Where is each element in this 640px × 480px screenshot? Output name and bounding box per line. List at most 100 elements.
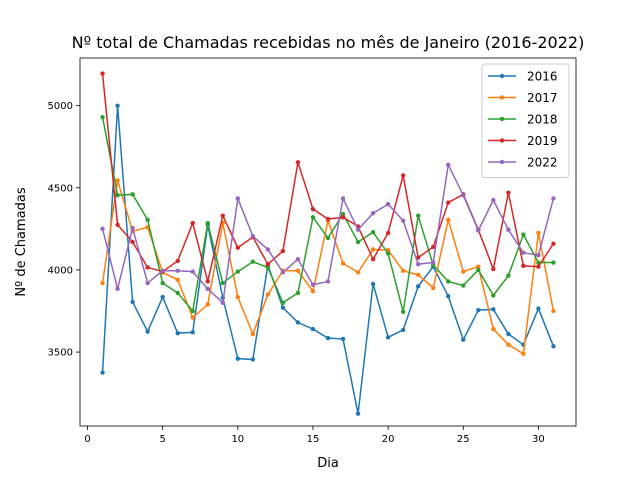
data-point — [115, 178, 120, 183]
legend-item-2016: 2016 — [488, 70, 558, 84]
data-point — [310, 215, 316, 220]
plot-area — [79, 57, 577, 427]
data-point — [205, 279, 210, 284]
data-point — [130, 299, 135, 305]
data-point — [115, 286, 120, 292]
data-point — [536, 230, 541, 236]
data-point — [536, 252, 541, 258]
data-point — [145, 280, 150, 286]
data-point — [310, 326, 316, 332]
data-point — [506, 331, 511, 337]
y-axis-label: Nº de Chamadas — [14, 187, 29, 296]
data-point — [160, 280, 165, 286]
legend-swatch-marker — [499, 159, 505, 165]
legend-swatch-marker — [499, 116, 505, 122]
data-point — [400, 268, 406, 273]
data-point — [476, 264, 481, 269]
data-point — [446, 217, 451, 223]
data-point — [491, 293, 496, 298]
data-point — [100, 280, 105, 286]
chart-title: Nº total de Chamadas recebidas no mês de… — [72, 33, 585, 52]
data-point — [205, 286, 210, 292]
data-point — [476, 307, 481, 313]
data-point — [370, 257, 376, 262]
data-point — [431, 260, 436, 265]
series-2022 — [100, 162, 556, 305]
data-point — [355, 270, 361, 275]
legend-label: 2022 — [527, 156, 558, 170]
data-point — [325, 279, 331, 284]
legend-label: 2016 — [527, 70, 558, 84]
data-point — [175, 258, 180, 264]
data-point — [536, 264, 541, 269]
data-point — [551, 241, 556, 246]
data-point — [385, 251, 391, 256]
data-point — [295, 160, 301, 165]
legend-label: 2018 — [527, 113, 558, 127]
y-tick-label: 4500 — [48, 183, 73, 194]
data-point — [220, 213, 225, 218]
data-point — [536, 306, 541, 311]
data-point — [385, 230, 391, 236]
data-point — [295, 257, 301, 262]
x-tick-label: 15 — [307, 434, 320, 445]
data-point — [491, 266, 496, 272]
data-point — [265, 292, 271, 297]
data-point — [415, 284, 421, 289]
data-point — [521, 263, 526, 269]
data-point — [265, 265, 271, 270]
data-point — [415, 261, 421, 267]
data-point — [491, 307, 496, 312]
x-axis-label: Dia — [317, 456, 339, 471]
data-point — [280, 300, 286, 305]
data-point — [280, 248, 286, 254]
axes-frame — [79, 57, 577, 427]
data-point — [145, 217, 150, 223]
data-point — [280, 305, 286, 310]
data-point — [190, 269, 195, 274]
legend-item-2017: 2017 — [488, 91, 558, 105]
data-point — [295, 290, 301, 296]
data-point — [310, 282, 316, 287]
data-point — [340, 215, 346, 220]
data-point — [175, 290, 180, 296]
data-point — [235, 269, 241, 274]
data-point — [415, 272, 421, 278]
data-point — [205, 220, 210, 226]
data-point — [521, 232, 526, 237]
data-point — [506, 342, 511, 347]
data-point — [160, 294, 165, 300]
data-point — [235, 245, 241, 250]
y-tick-label: 5000 — [48, 101, 73, 112]
data-point — [190, 220, 195, 226]
data-point — [190, 330, 195, 335]
data-point — [310, 206, 316, 212]
data-point — [295, 268, 301, 273]
legend-item-2018: 2018 — [488, 113, 558, 127]
data-point — [461, 192, 466, 198]
legend-label: 2019 — [527, 134, 558, 148]
data-point — [506, 273, 511, 278]
data-point — [115, 192, 120, 198]
data-point — [190, 315, 195, 320]
data-point — [265, 261, 271, 267]
data-point — [205, 302, 210, 307]
data-point — [551, 344, 556, 349]
data-point — [325, 335, 331, 341]
data-point — [446, 162, 451, 167]
data-point — [115, 222, 120, 227]
data-point — [461, 337, 466, 342]
data-point — [355, 411, 361, 416]
legend-item-2022: 2022 — [488, 156, 558, 170]
data-point — [250, 331, 256, 337]
legend: 2016 2017 2018 2019 2022 — [481, 63, 570, 178]
x-tick-label: 25 — [457, 434, 470, 445]
data-point — [385, 335, 391, 340]
data-point — [461, 283, 466, 288]
data-point — [400, 218, 406, 223]
legend-swatch-marker — [499, 138, 505, 143]
data-point — [476, 267, 481, 273]
data-point — [235, 294, 241, 300]
data-point — [325, 235, 331, 241]
data-point — [175, 330, 180, 336]
